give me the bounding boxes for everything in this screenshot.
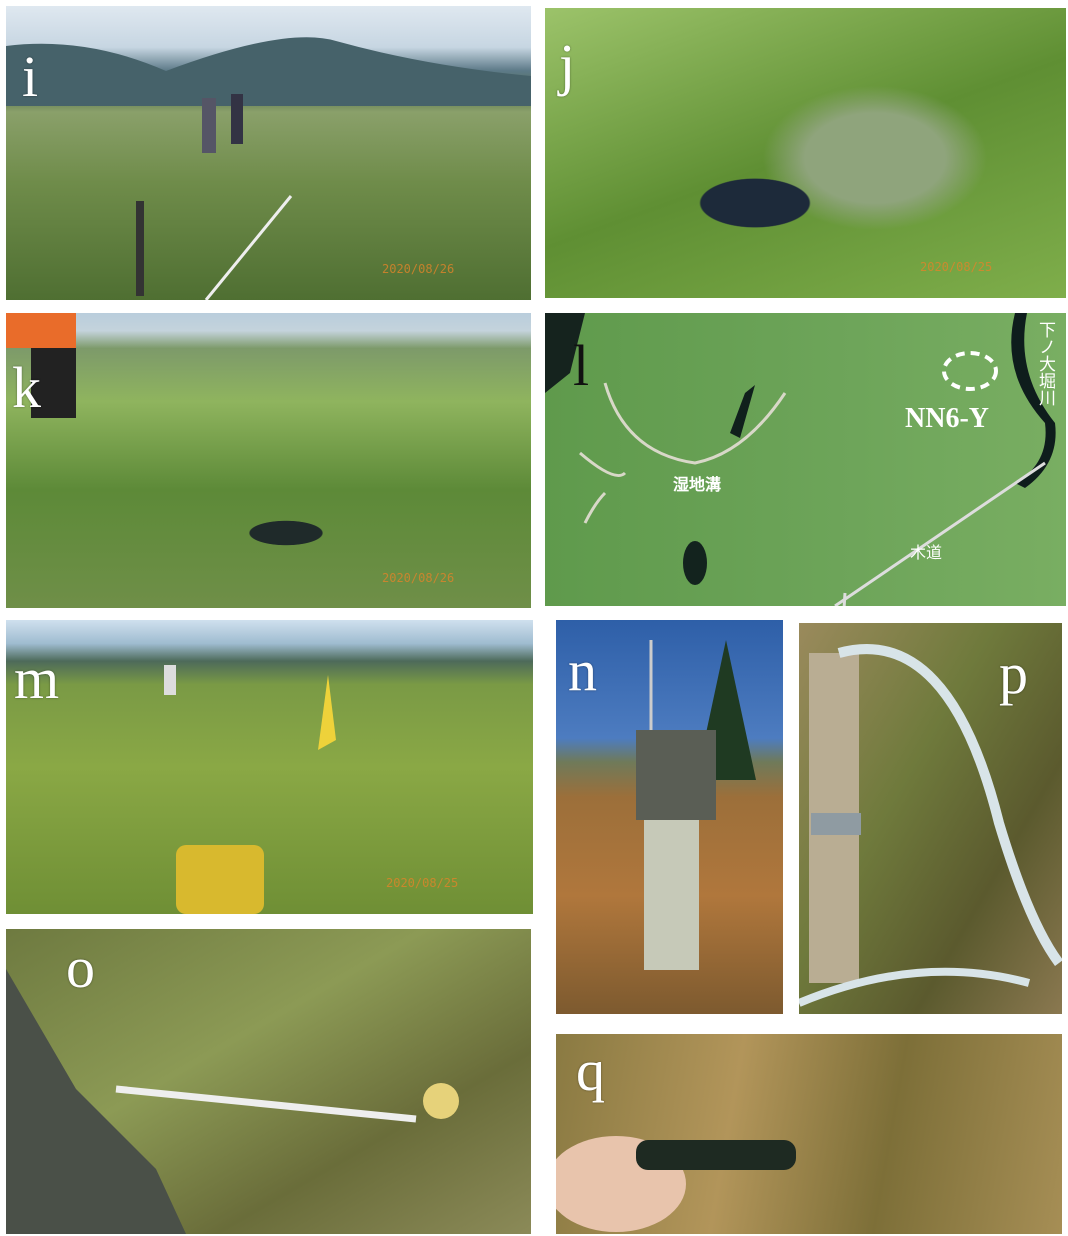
map-label: 下ノ大堀川 (1035, 321, 1055, 406)
map-label: 木道 (910, 543, 943, 562)
date-stamp: 2020/08/25 (386, 876, 459, 890)
photo-q: q (556, 1034, 1062, 1234)
panel-label: k (12, 355, 41, 420)
panel-label: l (573, 333, 590, 398)
map-label: NN6-Y (905, 403, 989, 434)
panel-label: p (999, 641, 1028, 706)
scene (556, 1136, 796, 1232)
map-label: 湿地溝 (673, 475, 722, 494)
scene (6, 969, 459, 1234)
photo-k: k 2020/08/26 (6, 313, 531, 608)
map-scene (545, 313, 1056, 606)
scene (636, 640, 756, 970)
date-stamp: 2020/08/26 (382, 262, 455, 276)
scene (799, 644, 1062, 1007)
date-stamp: 2020/08/25 (920, 260, 993, 274)
photo-n: n (556, 620, 783, 1014)
date-stamp: 2020/08/26 (382, 571, 455, 585)
scene (6, 313, 76, 418)
scene (164, 665, 336, 914)
panel-label: n (568, 638, 597, 703)
photo-l: l NN6-Y 湿地溝 木道 下ノ大堀川 (545, 313, 1066, 606)
photo-i: i 2020/08/26 (6, 6, 531, 300)
panel-label: i (22, 44, 39, 109)
photo-m: m 2020/08/25 (6, 620, 533, 914)
panel-label: j (559, 32, 576, 97)
photo-j: j 2020/08/25 (545, 8, 1066, 298)
photo-o: o (6, 929, 531, 1234)
panel-label: m (14, 646, 60, 711)
scene (6, 37, 531, 300)
panel-label: q (576, 1038, 605, 1103)
panel-label: o (66, 935, 95, 1000)
photo-p: p (799, 623, 1062, 1014)
